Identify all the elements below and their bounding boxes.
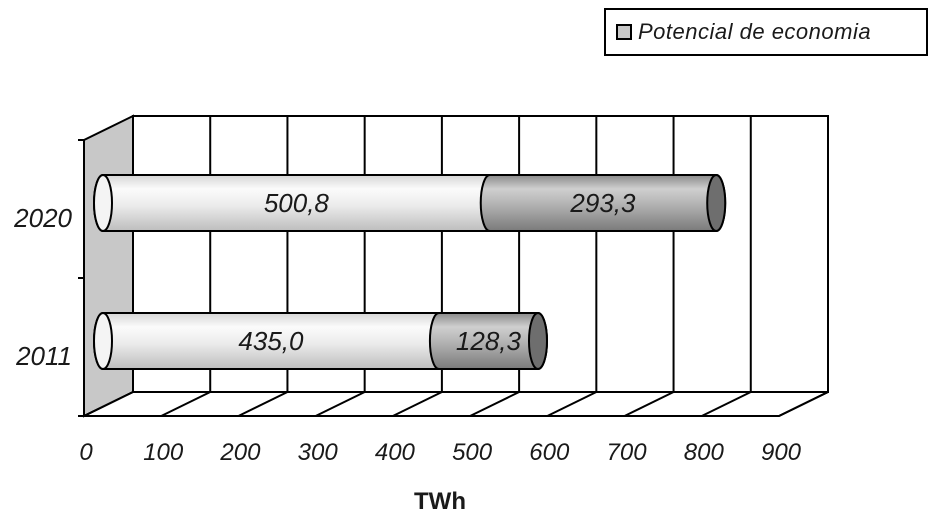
bar-data-label: 293,3 <box>569 188 636 218</box>
y-category-label: 2020 <box>13 203 72 233</box>
x-tick-label: 200 <box>219 439 261 466</box>
legend-label: Potencial de economia <box>638 19 872 44</box>
floor-gridline <box>238 391 288 417</box>
bar-data-label: 128,3 <box>456 326 522 356</box>
floor <box>83 391 829 417</box>
x-axis-title: TWh <box>414 488 466 515</box>
floor-gridline <box>546 391 597 417</box>
x-tick-label: 300 <box>298 439 339 466</box>
bar-start-cap <box>93 174 113 232</box>
x-tick-label: 400 <box>375 439 416 466</box>
floor-gridline <box>778 391 829 417</box>
x-tick-label: 900 <box>761 439 802 466</box>
floor-gridline <box>624 391 674 417</box>
legend: Potencial de economia <box>604 8 928 56</box>
x-tick-label: 100 <box>143 439 184 466</box>
y-category-label: 2011 <box>15 341 72 371</box>
bar-data-label: 435,0 <box>238 326 304 356</box>
floor-gridline <box>315 391 366 417</box>
x-tick-label: 500 <box>452 439 493 466</box>
x-tick-label: 0 <box>79 439 93 466</box>
floor-gridline <box>160 391 211 417</box>
x-tick-label: 600 <box>529 439 570 466</box>
floor-gridline <box>392 391 443 417</box>
floor-gridline <box>701 391 752 417</box>
bar-end-cap <box>527 312 548 370</box>
bar-start-cap <box>93 312 113 370</box>
floor-gridline <box>83 391 134 417</box>
x-tick-label: 700 <box>607 439 648 466</box>
bar-data-label: 500,8 <box>264 188 330 218</box>
left-wall <box>83 114 134 418</box>
bar-end-cap <box>706 174 727 232</box>
floor-gridline <box>469 391 520 417</box>
x-tick-label: 800 <box>684 439 725 466</box>
legend-swatch <box>616 24 632 40</box>
